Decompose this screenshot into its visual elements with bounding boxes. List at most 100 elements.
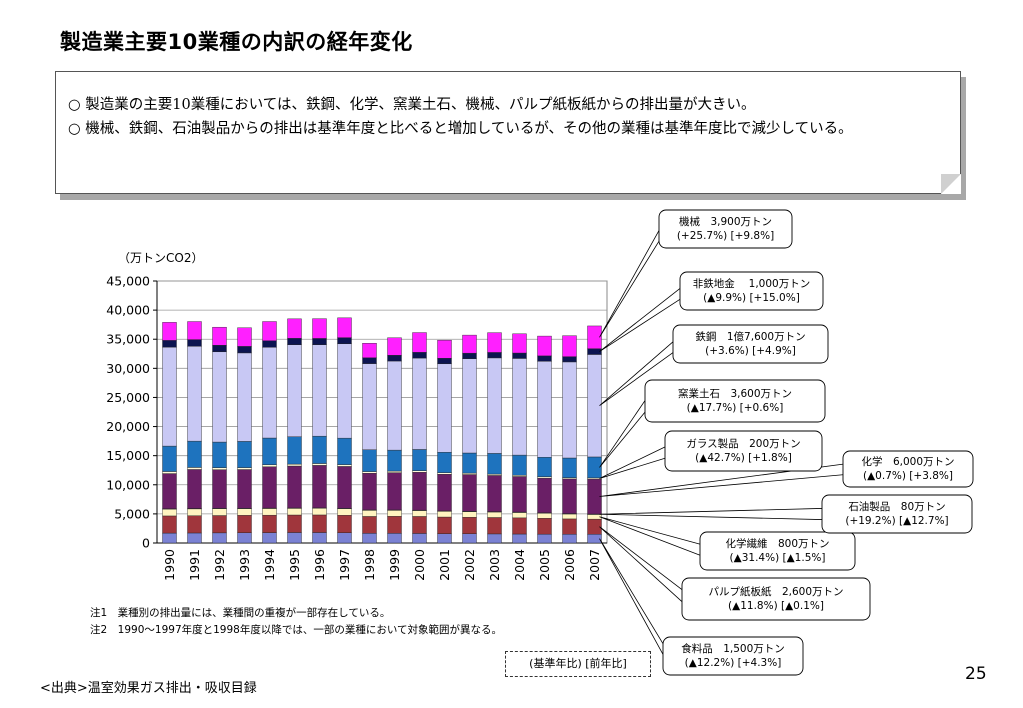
bar-segment-食料品 (187, 532, 202, 544)
bar-segment-パルプ紙板紙 (437, 516, 452, 534)
bar-segment-ガラス製品 (187, 467, 202, 470)
x-tick-label: 1999 (387, 549, 402, 581)
bar-segment-窯業土石 (587, 456, 602, 479)
x-tick-label: 2004 (512, 549, 527, 581)
bar-segment-窯業土石 (462, 452, 477, 474)
bar-segment-化学繊維 (462, 511, 477, 518)
bar-segment-鉄鋼 (462, 358, 477, 454)
callout-化学繊維: 化学繊維 800万トン (▲31.4%) [▲1.5%] (599, 516, 856, 571)
bar-segment-窯業土石 (337, 437, 352, 465)
callout-窯業土石: 窯業土石 3,600万トン (▲17.7%) [+0.6%] (599, 379, 826, 468)
bar-segment-ガラス製品 (437, 472, 452, 475)
bar-segment-機械 (487, 332, 502, 353)
bar-segment-非鉄地金 (237, 346, 252, 354)
bar-segment-パルプ紙板紙 (287, 514, 302, 533)
bar-segment-ガラス製品 (337, 464, 352, 467)
bar-segment-ガラス製品 (287, 463, 302, 467)
bar-segment-機械 (237, 327, 252, 347)
callout-非鉄地金: 非鉄地金 1,000万トン (▲9.9%) [+15.0%] (599, 271, 824, 352)
bar-segment-窯業土石 (312, 435, 327, 464)
bar-segment-化学 (337, 466, 352, 509)
callout-box (644, 379, 826, 423)
callout-line-1: 機械 3,900万トン (679, 215, 772, 228)
y-tick-label: 40,000 (106, 303, 150, 318)
callout-box (679, 271, 824, 311)
bar-segment-食料品 (512, 533, 527, 544)
callout-line-2: (▲9.9%) [+15.0%] (703, 292, 800, 304)
summary-line-2: ○ 機械、鉄鋼、石油製品からの排出は基準年度と比べると増加しているが、その他の業… (68, 121, 853, 137)
bar-segment-パルプ紙板紙 (487, 517, 502, 535)
bar-segment-機械 (312, 318, 327, 339)
callout-line-1: ガラス製品 200万トン (686, 437, 800, 450)
x-tick-label: 1991 (187, 549, 202, 581)
bar-segment-化学繊維 (487, 511, 502, 518)
bar-segment-機械 (462, 334, 477, 354)
callout-line-1: 窯業土石 3,600万トン (678, 387, 792, 400)
bar-segment-機械 (562, 335, 577, 357)
bar-segment-鉄鋼 (437, 363, 452, 453)
bar-segment-化学繊維 (362, 510, 377, 517)
callout-box (842, 450, 974, 488)
bar-segment-化学繊維 (212, 508, 227, 516)
callout-pointer (599, 507, 827, 521)
bar-segment-食料品 (237, 532, 252, 544)
bar-segment-非鉄地金 (537, 355, 552, 362)
source-citation: <出典>温室効果ガス排出・吸収目録 (40, 681, 257, 696)
bar-segment-鉄鋼 (512, 358, 527, 456)
bar-segment-パルプ紙板紙 (312, 514, 327, 533)
bar-segment-化学繊維 (287, 508, 302, 516)
bar-segment-機械 (187, 321, 202, 340)
y-tick-label: 45,000 (106, 274, 150, 289)
bar-segment-化学繊維 (587, 514, 602, 520)
bar-segment-食料品 (362, 533, 377, 544)
bar-segment-化学繊維 (337, 508, 352, 516)
callout-joint (823, 509, 829, 519)
bar-segment-機械 (212, 326, 227, 346)
bar-segment-食料品 (562, 534, 577, 544)
bar-segment-鉄鋼 (312, 344, 327, 437)
callout-石油製品: 石油製品 80万トン (+19.2%) [▲12.7%] (599, 494, 973, 534)
bar-segment-機械 (587, 325, 602, 349)
bar-segment-ガラス製品 (387, 470, 402, 473)
x-tick-label: 1995 (287, 549, 302, 581)
bar-segment-ガラス製品 (362, 471, 377, 474)
bar-segment-非鉄地金 (362, 357, 377, 364)
callout-line-2: (▲42.7%) [+1.8%] (695, 452, 792, 464)
bar-segment-化学 (162, 473, 177, 509)
folded-corner-icon (941, 174, 961, 194)
x-tick-label: 2003 (487, 549, 502, 581)
bar-segment-機械 (287, 318, 302, 339)
bar-segment-パルプ紙板紙 (412, 516, 427, 534)
bar-segment-非鉄地金 (287, 338, 302, 345)
bar-segment-ガラス製品 (237, 467, 252, 470)
callout-joint (683, 593, 689, 605)
bar-segment-パルプ紙板紙 (387, 516, 402, 534)
callout-box (664, 430, 823, 472)
note-2: 注2 1990～1997年度と1998年度以降では、一部の業種において対象範囲が… (90, 624, 503, 636)
bar-segment-鉄鋼 (362, 363, 377, 450)
bar-segment-パルプ紙板紙 (262, 514, 277, 533)
bar-segment-非鉄地金 (162, 340, 177, 348)
bar-segment-化学 (262, 466, 277, 509)
bar-segment-機械 (337, 317, 352, 338)
bar-segment-鉄鋼 (337, 343, 352, 439)
callout-line-1: 化学繊維 800万トン (725, 537, 829, 550)
bar-segment-ガラス製品 (212, 467, 227, 470)
bar-segment-化学繊維 (187, 508, 202, 516)
bar-segment-鉄鋼 (187, 346, 202, 442)
bar-segment-化学繊維 (237, 508, 252, 516)
bar-segment-機械 (437, 339, 452, 359)
bar-segment-化学繊維 (312, 508, 327, 516)
bar-segment-非鉄地金 (462, 352, 477, 359)
y-tick-label: 15,000 (106, 448, 150, 463)
callout-pointer (599, 516, 705, 558)
bar-segment-鉄鋼 (287, 344, 302, 437)
bar-segment-化学 (487, 475, 502, 512)
bar-segment-非鉄地金 (187, 339, 202, 347)
bar-segment-パルプ紙板紙 (337, 515, 352, 533)
bar-segment-機械 (362, 343, 377, 358)
x-tick-label: 1996 (312, 549, 327, 581)
callout-line-2: (▲12.2%) [+4.3%] (685, 657, 782, 669)
bar-segment-化学繊維 (562, 513, 577, 520)
callout-joint (664, 651, 670, 661)
